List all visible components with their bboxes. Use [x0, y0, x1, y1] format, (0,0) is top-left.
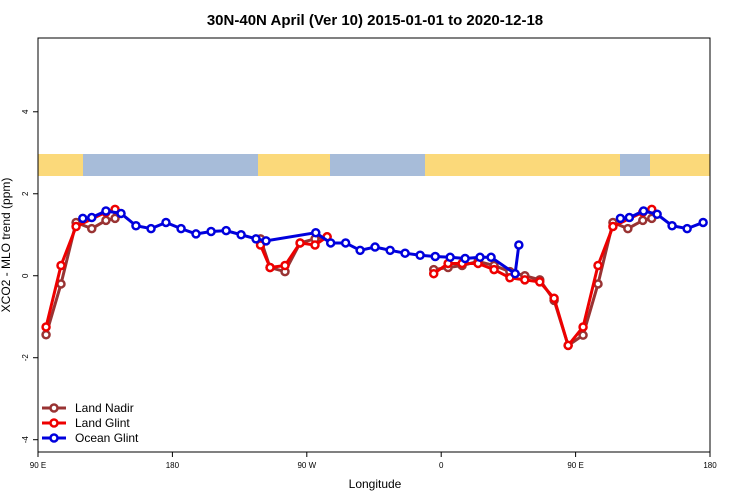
- series-line: [44, 216, 116, 336]
- point: [116, 208, 126, 219]
- point: [682, 223, 692, 234]
- legend-marker: [49, 418, 59, 428]
- point: [265, 262, 275, 273]
- point: [310, 240, 320, 250]
- point: [41, 322, 51, 332]
- y-tick-label: 0: [21, 273, 30, 278]
- point: [428, 268, 439, 279]
- point: [340, 238, 351, 248]
- x-tick-label: 180: [703, 461, 717, 470]
- point: [667, 220, 677, 231]
- point: [475, 252, 485, 263]
- point: [236, 230, 246, 240]
- legend-marker: [49, 403, 59, 413]
- point: [311, 227, 321, 238]
- legend-marker: [49, 433, 59, 443]
- point: [415, 250, 425, 260]
- point: [87, 223, 97, 234]
- point: [295, 238, 305, 248]
- point: [87, 212, 97, 223]
- point: [593, 260, 603, 271]
- x-tick-label: 90 E: [30, 461, 46, 470]
- point: [146, 223, 156, 234]
- point: [400, 248, 410, 258]
- point: [71, 221, 81, 232]
- legend-label: Land Nadir: [75, 401, 134, 415]
- point: [652, 209, 662, 220]
- y-tick-label: 2: [21, 191, 30, 196]
- point: [280, 260, 290, 271]
- point: [251, 234, 261, 244]
- point: [131, 220, 141, 231]
- y-tick-label: -2: [21, 354, 30, 362]
- point: [638, 206, 649, 216]
- point: [549, 293, 559, 304]
- point: [325, 238, 336, 248]
- point: [514, 240, 524, 250]
- legend-label: Ocean Glint: [75, 431, 139, 445]
- chart-title: 30N-40N April (Ver 10) 2015-01-01 to 202…: [207, 12, 543, 29]
- x-tick-label: 90 W: [297, 461, 316, 470]
- x-tick-label: 0: [439, 461, 444, 470]
- plot-frame: [37, 37, 711, 453]
- point: [41, 330, 51, 340]
- y-axis-label: XCO2 - MLO trend (ppm): [0, 178, 13, 313]
- point: [489, 264, 499, 275]
- point: [486, 252, 496, 263]
- point: [608, 221, 618, 232]
- point: [101, 206, 111, 216]
- point: [578, 322, 588, 332]
- point: [460, 253, 470, 264]
- point: [510, 268, 520, 279]
- map-strip: [38, 154, 710, 176]
- point: [624, 212, 635, 223]
- point: [445, 252, 455, 263]
- legend-label: Land Glint: [75, 416, 130, 430]
- point: [385, 245, 395, 256]
- point: [101, 215, 111, 226]
- x-axis-label: Longitude: [349, 477, 402, 491]
- y-tick-label: -4: [21, 436, 30, 444]
- point: [563, 340, 573, 351]
- point: [430, 251, 440, 262]
- point: [56, 260, 66, 271]
- point: [161, 217, 171, 228]
- point: [535, 277, 545, 287]
- point: [191, 229, 201, 239]
- point: [176, 223, 186, 234]
- x-tick-label: 90 E: [567, 461, 583, 470]
- point: [370, 242, 380, 252]
- point: [520, 275, 530, 285]
- x-tick-label: 180: [166, 461, 180, 470]
- point: [221, 225, 231, 236]
- point: [698, 217, 708, 228]
- point: [110, 213, 120, 224]
- point: [355, 245, 365, 256]
- point: [261, 236, 271, 246]
- point: [78, 213, 88, 224]
- point: [206, 226, 216, 237]
- point: [615, 213, 626, 224]
- point: [578, 330, 588, 340]
- y-tick-label: 4: [21, 109, 30, 114]
- point: [623, 223, 633, 234]
- point: [638, 215, 648, 226]
